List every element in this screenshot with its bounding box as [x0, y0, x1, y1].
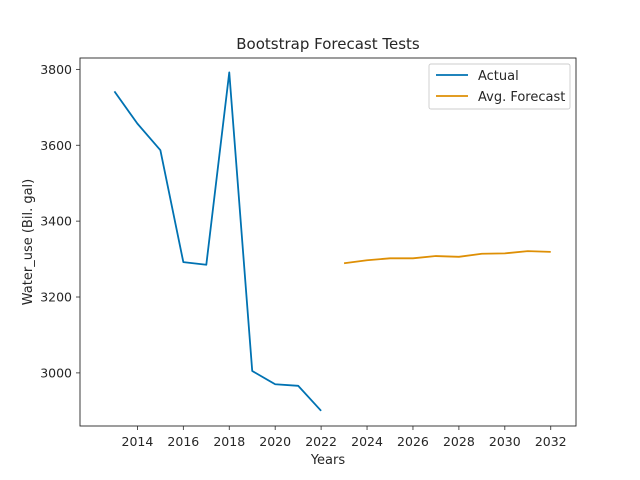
- series-layer: [113, 71, 551, 412]
- plot-frame: [79, 57, 577, 427]
- y-tick-label: 3600: [40, 138, 72, 153]
- legend: Actual Avg. Forecast: [428, 63, 571, 110]
- series-line-avg-forecast: [343, 250, 551, 265]
- x-tick-label: 2032: [535, 434, 567, 449]
- y-tick-label: 3200: [40, 290, 72, 305]
- x-tick-label: 2020: [259, 434, 291, 449]
- x-tick-label: 2022: [305, 434, 337, 449]
- y-tick-label: 3400: [40, 214, 72, 229]
- legend-label-actual: Actual: [478, 69, 519, 84]
- y-tick-label: 3000: [40, 365, 72, 380]
- x-tick-label: 2030: [489, 434, 521, 449]
- chart-title: Bootstrap Forecast Tests: [236, 35, 420, 53]
- x-tick-label: 2026: [397, 434, 429, 449]
- x-tick-labels: 2014 2016 2018 2020 2022 2024 2026 2028 2030 2032: [122, 426, 567, 449]
- x-tick-label: 2018: [213, 434, 245, 449]
- series-line-actual: [113, 71, 322, 412]
- x-tick-label: 2016: [167, 434, 199, 449]
- y-tick-labels: 3000 3200 3400 3600 3800: [40, 62, 80, 380]
- x-tick-label: 2028: [443, 434, 475, 449]
- x-tick-label: 2014: [122, 434, 154, 449]
- y-axis-label: Water_use (Bil. gal): [21, 179, 36, 305]
- x-tick-label: 2024: [351, 434, 383, 449]
- legend-label-avg-forecast: Avg. Forecast: [478, 90, 565, 105]
- x-axis-label: Years: [310, 453, 346, 468]
- y-tick-label: 3800: [40, 62, 72, 77]
